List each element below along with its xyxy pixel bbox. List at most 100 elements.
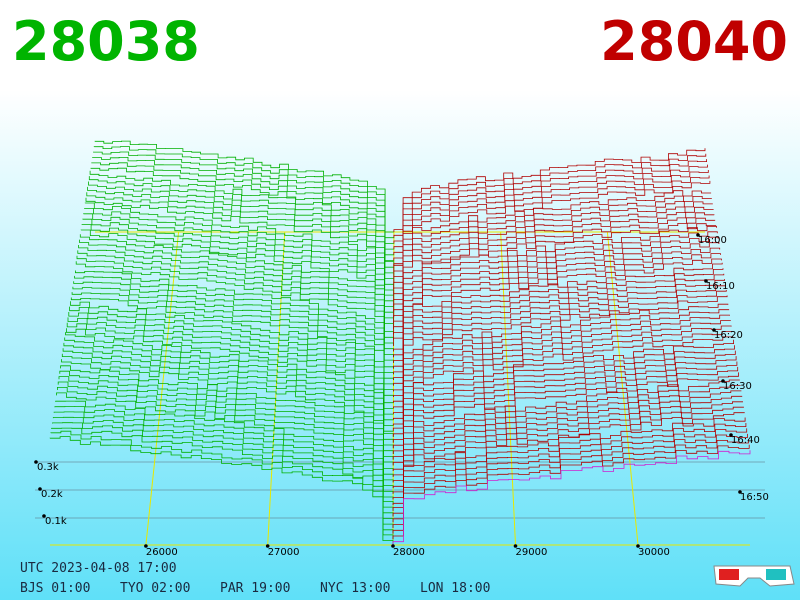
ask-depth-layer (393, 180, 711, 267)
ask-depth-layer (393, 284, 726, 375)
bid-depth-layer (66, 322, 394, 426)
bid-depth-layer (49, 436, 394, 545)
bid-depth-layer (79, 234, 394, 335)
bid-depth-layer (76, 255, 394, 358)
ask-depth-layer (393, 159, 707, 244)
ask-depth-layer (393, 148, 706, 232)
ask-depth-layer (392, 412, 745, 506)
ask-depth-layer (392, 439, 749, 534)
price-tick-dot (144, 544, 148, 548)
depth-layers (35, 140, 765, 546)
ask-depth-layer (393, 262, 723, 352)
volume-tick-label: 0.3k (37, 462, 59, 473)
price-tick-dot (265, 544, 270, 548)
bid-depth-layer (81, 224, 394, 324)
time-tick-label: 16:20 (714, 330, 743, 341)
bid-depth-layer (64, 337, 394, 443)
price-tick-label: 26000 (146, 547, 178, 558)
ask-depth-layer (393, 247, 721, 335)
volume-tick-dot (34, 460, 38, 464)
ask-depth-layer (393, 164, 708, 250)
ask-depth-layer (392, 379, 740, 472)
volume-tick-label: 0.2k (41, 489, 63, 500)
time-tick-label: 16:30 (723, 381, 752, 392)
lens-red (719, 569, 739, 580)
ask-price: 28040 (600, 10, 788, 73)
ask-depth-layer (392, 366, 739, 460)
ask-depth-layer (392, 385, 741, 477)
volume-tick-dot (38, 487, 42, 491)
utc-time: UTC 2023-04-08 17:00 (20, 561, 177, 576)
bid-depth-layer (90, 167, 395, 261)
ask-depth-layer (393, 195, 712, 278)
timezone-time: PAR 19:00 (220, 581, 290, 596)
ask-depth-layer (393, 320, 731, 409)
ask-depth-layer (393, 175, 710, 261)
volume-tick-dot (42, 514, 46, 518)
ask-depth-layer (393, 258, 722, 346)
bid-depth-layer (51, 427, 394, 534)
bid-depth-layer (61, 353, 394, 460)
bid-depth-layer (63, 342, 394, 449)
ask-depth-layer (393, 217, 716, 301)
bid-depth-layer (62, 348, 394, 454)
timezone-time: NYC 13:00 (320, 581, 390, 596)
bid-depth-layer (75, 270, 394, 369)
time-tick-dot (712, 328, 716, 332)
bid-depth-layer (77, 250, 394, 352)
bid-depth-layer (75, 261, 394, 363)
bid-depth-layer (71, 292, 394, 392)
ask-depth-layer (393, 331, 733, 420)
bid-depth-layer (57, 381, 394, 489)
ask-depth-layer (393, 225, 717, 312)
ask-depth-layer (392, 390, 742, 483)
bid-depth-layer (67, 317, 394, 421)
ask-depth-layer (393, 273, 725, 363)
time-tick-label: 16:40 (731, 435, 760, 446)
ask-depth-layer (393, 303, 729, 392)
time-tick-label: 16:00 (698, 235, 727, 246)
bid-depth-layer (53, 411, 394, 517)
bid-depth-layer (87, 186, 395, 284)
ask-depth-layer (393, 309, 730, 398)
time-tick-label: 16:50 (740, 492, 769, 503)
price-tick-dot (513, 544, 518, 548)
ask-depth-layer (392, 444, 750, 540)
floor-grid-line (145, 231, 180, 546)
ask-depth-layer (393, 231, 718, 318)
ask-depth-layer (392, 401, 743, 494)
bid-depth-layer (85, 197, 395, 295)
ask-depth-layer (393, 253, 721, 341)
bid-depth-layer (88, 176, 395, 272)
ask-depth-layer (392, 356, 737, 449)
ask-depth-layer (392, 339, 734, 432)
price-tick-label: 30000 (638, 547, 670, 558)
bid-depth-layer (79, 239, 394, 341)
bid-depth-layer (61, 359, 394, 466)
bid-depth-layer (59, 370, 394, 477)
ask-depth-layer (393, 236, 719, 324)
bid-depth-layer (74, 275, 394, 375)
ask-depth-layer (393, 190, 712, 272)
ask-depth-layer (393, 212, 715, 295)
bid-depth-layer (65, 332, 394, 437)
bid-depth-layer (50, 430, 394, 540)
bid-depth-layer (89, 170, 395, 267)
bid-depth-layer (52, 422, 394, 528)
ask-depth-layer (392, 406, 744, 500)
ask-depth-layer (392, 350, 736, 443)
bid-depth-layer (68, 312, 394, 415)
bid-depth-layer (57, 387, 394, 494)
ask-depth-layer (393, 279, 725, 369)
bid-depth-layer (70, 301, 394, 404)
bid-depth-layer (69, 306, 394, 409)
bid-depth-layer (92, 157, 395, 250)
ask-depth-layer (392, 428, 748, 523)
bid-depth-layer (60, 365, 394, 472)
axis-labels: 26000 27000 28000 29000 30000 0.3k 0.2k 0.1k 16:… (34, 233, 769, 558)
price-tick-label: 28000 (393, 547, 425, 558)
bid-depth-layer (66, 328, 394, 432)
